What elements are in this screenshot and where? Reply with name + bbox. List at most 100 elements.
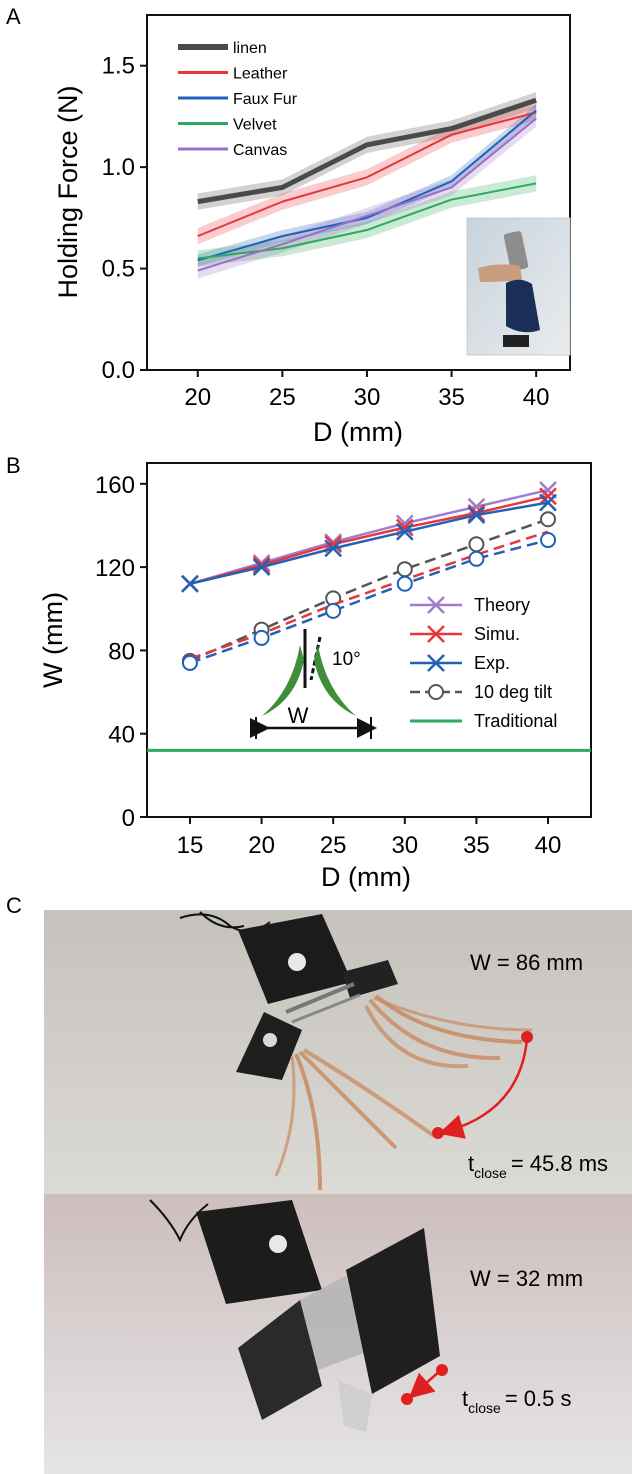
chart-a-ticks: 20 25 30 35 40 0.0 0.5 1.0 1.5 — [102, 53, 550, 411]
legend-label-0: Theory — [474, 595, 530, 615]
chart-b-xlabel: D (mm) — [321, 862, 411, 892]
x-tick-label-0: 20 — [184, 384, 211, 411]
series-line-3 — [189, 518, 549, 662]
marker-2-3 — [395, 522, 414, 541]
marker-2-0-b — [181, 574, 199, 593]
legend-label-2: Faux Fur — [233, 91, 298, 108]
chart-b-ticks: 15 20 25 30 35 40 0 40 80 120 160 — [95, 472, 561, 859]
marker-5-5 — [540, 532, 557, 549]
marker-1-4-b — [467, 504, 486, 522]
marker-2-2-b — [324, 539, 343, 558]
series-line-1 — [197, 111, 537, 238]
marker-2-0 — [181, 574, 199, 593]
chart-b-frame — [146, 462, 592, 818]
marker-0-5-b — [539, 481, 557, 499]
x-tick-label-1: 20 — [248, 832, 275, 859]
x-tick-label-4: 35 — [463, 832, 490, 859]
marker-5-2 — [325, 602, 342, 619]
x-tick-label-3: 30 — [391, 832, 418, 859]
x-tick-label-2: 30 — [354, 384, 381, 411]
marker-5-0 — [181, 654, 198, 671]
legend-marker-1-b — [427, 625, 445, 643]
marker-3-4 — [468, 536, 485, 553]
chart-a-frame — [146, 14, 571, 371]
legend-label-0: linen — [233, 40, 267, 57]
y-tick-label-4: 160 — [95, 472, 135, 499]
inset-angle-label: 10° — [332, 649, 361, 670]
series-line-2 — [189, 501, 549, 585]
marker-0-5 — [539, 481, 557, 499]
photo-top-width-label: W = 86 mm — [470, 950, 583, 975]
y-tick-label-2: 80 — [108, 638, 135, 665]
legend-label-1: Simu. — [474, 624, 520, 644]
photo-rigid-gripper: W = 32 mm tclose = 0.5 s — [44, 1194, 632, 1474]
marker-2-4 — [467, 506, 486, 524]
band-1 — [197, 104, 537, 245]
chart-a-xlabel: D (mm) — [313, 417, 403, 447]
x-tick-label-5: 40 — [535, 832, 562, 859]
holding-photo-inset — [466, 217, 571, 356]
marker-2-5-b — [539, 493, 557, 512]
x-tick-label-0: 15 — [177, 832, 204, 859]
chart-b-lines — [147, 481, 591, 752]
legend-marker-0 — [427, 596, 445, 614]
marker-1-5 — [539, 487, 557, 506]
marker-5-4 — [468, 550, 485, 567]
series-line-0 — [197, 97, 537, 205]
legend-label-2: Exp. — [474, 653, 510, 673]
legend-label-1: Leather — [233, 66, 288, 83]
marker-2-5 — [539, 493, 557, 512]
x-tick-label-3: 35 — [438, 384, 465, 411]
band-0 — [197, 92, 537, 210]
marker-5-1 — [253, 629, 270, 646]
chart-a: 20 25 30 35 40 0.0 0.5 1.0 1.5 linen Leather Faux … — [53, 14, 571, 447]
series-line-0 — [189, 488, 549, 585]
marker-0-4-b — [467, 497, 486, 516]
inset-width-label: W — [288, 703, 309, 728]
legend-label-3: 10 deg tilt — [474, 682, 552, 702]
marker-2-2 — [324, 539, 343, 558]
legend-marker-2 — [427, 654, 445, 672]
chart-b-legend: Theory Simu. Exp. 10 deg tilt Traditional — [410, 595, 557, 731]
marker-5-3 — [396, 575, 413, 592]
y-tick-label-0: 0.0 — [102, 357, 135, 384]
marker-3-3 — [396, 561, 413, 578]
panel-c-letter: C — [6, 893, 22, 918]
series-line-2 — [197, 109, 537, 262]
y-tick-label-3: 120 — [95, 555, 135, 582]
chart-b-ylabel: W (mm) — [38, 592, 68, 688]
marker-1-1 — [252, 556, 271, 574]
panel-b-letter: B — [6, 453, 21, 478]
series-line-4 — [197, 117, 537, 272]
legend-label-4: Traditional — [474, 711, 557, 731]
legend-label-4: Canvas — [233, 142, 287, 159]
marker-0-2-b — [324, 533, 343, 552]
chart-a-legend: linen Leather Faux Fur Velvet Canvas — [178, 40, 298, 159]
series-line-3 — [197, 182, 537, 260]
y-tick-label-1: 40 — [108, 722, 135, 749]
legend-marker-0-b — [427, 596, 445, 614]
marker-1-4 — [467, 504, 486, 522]
y-tick-label-0: 0 — [122, 805, 135, 832]
legend-label-3: Velvet — [233, 117, 277, 134]
marker-3-5 — [540, 511, 557, 528]
photo-soft-gripper: W = 86 mm tclose = 45.8 ms — [44, 910, 632, 1194]
photo-top-time-label: tclose = 45.8 ms — [468, 1151, 608, 1181]
series-line-4 — [189, 530, 549, 660]
x-tick-label-1: 25 — [269, 384, 296, 411]
series-line-5 — [189, 538, 549, 665]
panel-a-letter: A — [6, 4, 21, 29]
photo-bottom-time-label: tclose = 0.5 s — [462, 1386, 571, 1416]
series-line-1 — [189, 495, 549, 585]
marker-2-3-b — [395, 522, 414, 541]
marker-1-1-b — [252, 556, 271, 574]
marker-1-5-b — [539, 487, 557, 506]
x-tick-label-4: 40 — [523, 384, 550, 411]
y-tick-label-1: 0.5 — [102, 256, 135, 283]
legend-marker-1 — [427, 625, 445, 643]
y-tick-label-2: 1.0 — [102, 154, 135, 181]
marker-2-4-b — [467, 506, 486, 524]
x-tick-label-2: 25 — [320, 832, 347, 859]
